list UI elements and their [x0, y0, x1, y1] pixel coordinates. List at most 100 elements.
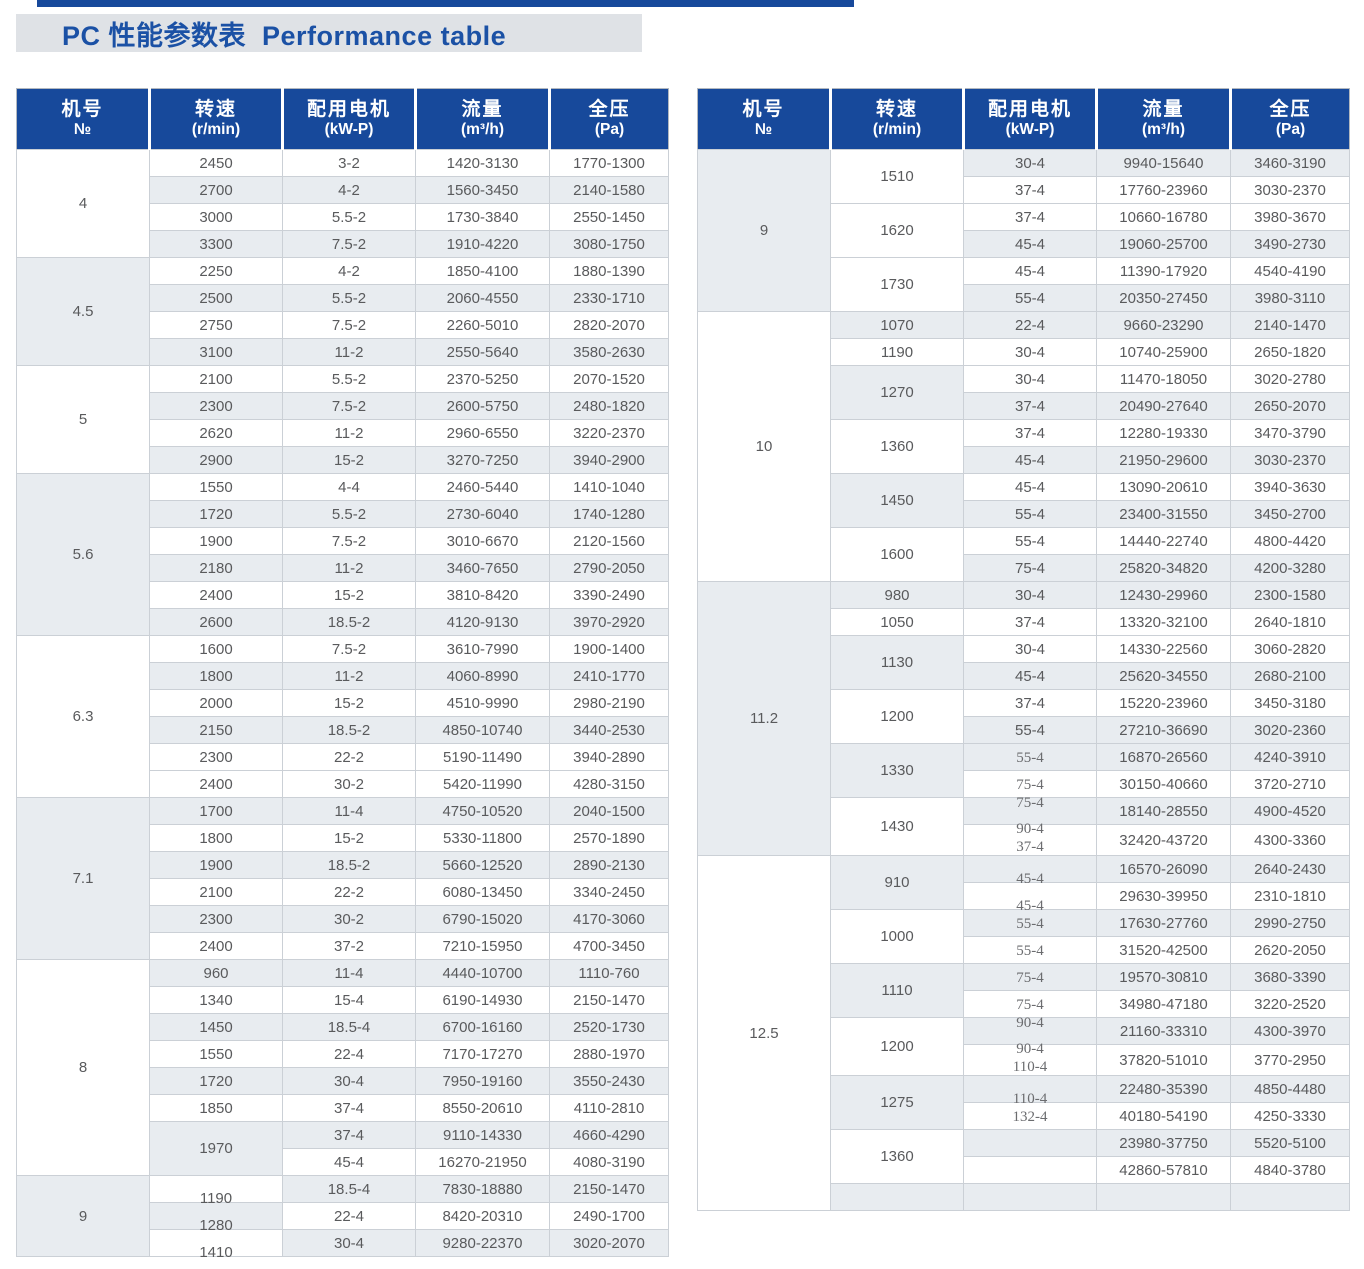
- pressure-cell: 2790-2050: [549, 554, 669, 582]
- speed-cell: 2300: [149, 905, 283, 933]
- speed-cell: 3000: [149, 203, 283, 231]
- flow-cell: 37820-51010: [1096, 1044, 1231, 1076]
- pressure-cell: 2650-2070: [1230, 392, 1350, 420]
- pressure-cell: 1900-1400: [549, 635, 669, 663]
- speed-cell: 2400: [149, 770, 283, 798]
- pressure-cell: 1880-1390: [549, 257, 669, 285]
- table-row: 7.1 1700 11-4 4750-10520 2040-1500: [16, 797, 669, 960]
- speed-cell: 2400: [149, 932, 283, 960]
- table-row: 1720 30-4 7950-19160 3550-2430: [17, 1067, 669, 1095]
- pressure-cell: 4850-4480: [1230, 1075, 1350, 1103]
- pressure-cell: 2640-1810: [1230, 608, 1350, 636]
- flow-cell: 4440-10700: [415, 959, 550, 987]
- table-row: 90-4 37-4 32420-43720 4300-3360: [698, 821, 1350, 856]
- kw-cell: 4-2: [282, 257, 416, 285]
- tables-container: 机号 № 转速 (r/min) 配用电机 (kW-P) 流量 (m³/h) 全压 (Pa) 4 24…: [16, 88, 1350, 1260]
- kw-cell: 22-4: [963, 311, 1097, 339]
- table-row: 1600 55-4 14440-22740 4800-4420: [698, 527, 1350, 582]
- flow-cell: 17760-23960: [1096, 176, 1231, 204]
- speed-cell: 1190: [149, 1175, 283, 1206]
- kw-cell: 30-2: [282, 905, 416, 933]
- flow-cell: 7830-18880: [415, 1175, 550, 1203]
- flow-cell: 5660-12520: [415, 851, 550, 879]
- table-row: 9 1510 30-4 9940-15640 3460-3190: [697, 149, 1350, 312]
- pressure-cell: 4110-2810: [549, 1094, 669, 1122]
- column-header: 机号 №: [16, 88, 150, 150]
- kw-cell: 90-4: [963, 1015, 1097, 1045]
- speed-cell: 910: [830, 855, 964, 910]
- pressure-cell: 3390-2490: [549, 581, 669, 609]
- speed-cell: 1550: [149, 1040, 283, 1068]
- pressure-cell: 2150-1470: [549, 1175, 669, 1203]
- flow-cell: 3810-8420: [415, 581, 550, 609]
- pressure-cell: 3940-3630: [1230, 473, 1350, 501]
- flow-cell: 6700-16160: [415, 1013, 550, 1041]
- table-row: 45-4 16270-21950 4080-3190: [17, 1148, 669, 1176]
- no-cell: 6.3: [16, 635, 150, 798]
- pressure-cell: 4170-3060: [549, 905, 669, 933]
- kw-cell: 37-4: [963, 176, 1097, 204]
- speed-cell: 1110: [830, 963, 964, 1018]
- flow-cell: 2550-5640: [415, 338, 550, 366]
- speed-cell: 1450: [149, 1013, 283, 1041]
- pressure-cell: 3440-2530: [549, 716, 669, 744]
- table-row: 3300 7.5-2 1910-4220 3080-1750: [17, 230, 669, 258]
- pressure-cell: 2490-1700: [549, 1202, 669, 1230]
- pressure-cell: 2070-1520: [549, 365, 669, 393]
- no-cell: 10: [697, 311, 831, 582]
- table-row: 2900 15-2 3270-7250 3940-2900: [17, 446, 669, 474]
- kw-cell: 22-2: [282, 743, 416, 771]
- table-row: 2600 18.5-2 4120-9130 3970-2920: [17, 608, 669, 636]
- flow-cell: 3010-6670: [415, 527, 550, 555]
- pressure-cell: 4300-3360: [1230, 824, 1350, 856]
- kw-cell: [963, 1156, 1097, 1184]
- page-title: PC 性能参数表 Performance table: [62, 20, 507, 51]
- kw-cell: 45-4: [963, 446, 1097, 474]
- table-row: 37-4 20490-27640 2650-2070: [698, 392, 1350, 420]
- flow-cell: 7170-17270: [415, 1040, 550, 1068]
- table-row: 1360 37-4 12280-19330 3470-3790: [698, 419, 1350, 474]
- kw-cell: 7.5-2: [282, 230, 416, 258]
- speed-cell: 1050: [830, 608, 964, 636]
- speed-cell: 1200: [830, 689, 964, 744]
- kw-cell: 30-4: [963, 365, 1097, 393]
- flow-cell: 5420-11990: [415, 770, 550, 798]
- column-header: 转速 (r/min): [148, 88, 283, 150]
- column-header: 配用电机 (kW-P): [962, 88, 1097, 150]
- pressure-cell: 3080-1750: [549, 230, 669, 258]
- flow-cell: 19570-30810: [1096, 963, 1231, 991]
- table-row: 11.2 980 30-4 12430-29960 2300-1580: [697, 581, 1350, 856]
- kw-cell: [963, 1129, 1097, 1157]
- flow-cell: 32420-43720: [1096, 824, 1231, 856]
- pressure-cell: 4540-4190: [1230, 257, 1350, 285]
- pressure-cell: 3450-3180: [1230, 689, 1350, 717]
- speed-cell: 2250: [149, 257, 283, 285]
- kw-cell: 75-4: [963, 963, 1097, 991]
- kw-cell: 30-4: [963, 635, 1097, 663]
- flow-cell: 1910-4220: [415, 230, 550, 258]
- speed-cell: 2600: [149, 608, 283, 636]
- flow-cell: 8420-20310: [415, 1202, 550, 1230]
- pressure-cell: 3020-2780: [1230, 365, 1350, 393]
- kw-cell: 18.5-4: [282, 1013, 416, 1041]
- performance-table-right: 机号 № 转速 (r/min) 配用电机 (kW-P) 流量 (m³/h) 全压 (Pa) 9 15…: [697, 88, 1350, 1211]
- kw-cell: 132-4: [963, 1102, 1097, 1130]
- pressure-cell: 4300-3970: [1230, 1017, 1350, 1045]
- kw-cell: 11-2: [282, 554, 416, 582]
- kw-cell: 15-4: [282, 986, 416, 1014]
- pressure-cell: 2890-2130: [549, 851, 669, 879]
- no-cell: 4.5: [16, 257, 150, 366]
- table-row: 55-4 23400-31550 3450-2700: [698, 500, 1350, 528]
- flow-cell: 21950-29600: [1096, 446, 1231, 474]
- flow-cell: 27210-36690: [1096, 716, 1231, 744]
- header-row: 机号 № 转速 (r/min) 配用电机 (kW-P) 流量 (m³/h) 全压 (Pa): [697, 88, 1350, 150]
- kw-cell: 4-2: [282, 176, 416, 204]
- kw-cell: 37-4: [963, 419, 1097, 447]
- kw-cell: 110-4: [963, 1075, 1097, 1107]
- flow-cell: 11470-18050: [1096, 365, 1231, 393]
- kw-cell: 18.5-2: [282, 716, 416, 744]
- kw-cell: 75-4: [963, 795, 1097, 825]
- no-cell: 5.6: [16, 473, 150, 636]
- kw-cell: 45-4: [282, 1148, 416, 1176]
- pressure-cell: 3460-3190: [1230, 149, 1350, 177]
